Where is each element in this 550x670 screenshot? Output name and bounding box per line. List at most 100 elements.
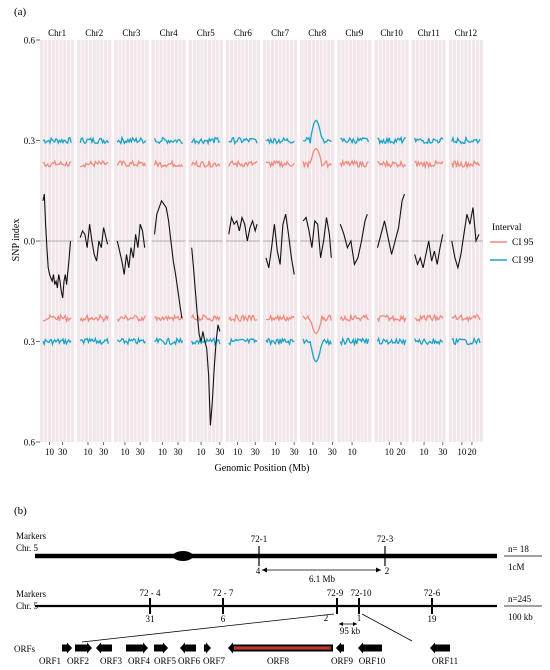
track1-markers-label: Markers <box>16 531 46 541</box>
x-tick-label: 20 <box>396 447 406 457</box>
panel-a-label: (a) <box>14 6 27 18</box>
facet-strip-label: Chr5 <box>197 28 216 38</box>
facet-strip-label: Chr12 <box>455 28 478 38</box>
x-tick-label: 30 <box>251 447 261 457</box>
x-tick-label: 10 <box>348 447 358 457</box>
threshold-ci99-lower <box>339 336 370 347</box>
facet-strip-label: Chr9 <box>345 28 364 38</box>
orf-track: ORFs ORF1 ORF2 ORF3 ORF4 ORF5 ORF6 ORF7 ORF8 ORF… <box>14 642 458 666</box>
legend-title: Interval <box>492 223 522 233</box>
y-tick-label: 0.3 <box>24 337 36 347</box>
orf6-label: ORF6 <box>178 656 201 666</box>
facet-strip-label: Chr10 <box>380 28 403 38</box>
x-tick-label: 20 <box>467 447 477 457</box>
facet-strip-label: Chr6 <box>234 28 253 38</box>
threshold-ci95-upper <box>414 159 444 170</box>
y-axis-title: SNP index <box>11 219 22 262</box>
zoom-line-right <box>361 613 413 642</box>
facet-chr11: Chr11 10 30 <box>411 28 448 457</box>
orf10-arrow <box>358 642 382 654</box>
threshold-ci95-upper <box>302 147 332 170</box>
facet-chr4: Chr4 10 30 <box>151 28 186 457</box>
x-tick-label: 30 <box>99 447 109 457</box>
delta-snp-line <box>302 216 332 258</box>
x-tick-label: 30 <box>290 447 300 457</box>
facet-chr3: Chr3 10 30 <box>114 28 149 457</box>
x-tick-label: 30 <box>215 447 225 457</box>
x-tick-label: 10 <box>457 447 467 457</box>
threshold-ci99-upper <box>79 136 109 145</box>
interval-arrowheads-2 <box>339 622 357 626</box>
facet-chr7: Chr7 10 30 <box>263 28 299 457</box>
threshold-ci95-lower <box>116 314 147 322</box>
x-tick-label: 30 <box>136 447 146 457</box>
track2-n: n=245 <box>508 594 532 604</box>
orf-labels: ORF1 ORF2 ORF3 ORF4 ORF5 ORF6 ORF7 ORF8 ORF9 ORF1… <box>39 656 458 666</box>
threshold-ci99-upper <box>191 136 221 146</box>
threshold-ci99-upper <box>116 135 147 146</box>
threshold-ci95-upper <box>451 159 481 170</box>
threshold-ci95-lower <box>79 313 109 323</box>
facet-strip-label: Chr1 <box>48 28 66 38</box>
facet-chr8: Chr8 10 30 <box>300 28 337 457</box>
x-tick-label: 10 <box>271 447 281 457</box>
interval-label-2: 95 kb <box>340 626 361 636</box>
threshold-ci95-lower <box>302 314 332 335</box>
delta-snp-line <box>228 215 258 242</box>
orf11-label: ORF11 <box>432 656 458 666</box>
x-tick-label: 30 <box>58 447 68 457</box>
y-tick-label: 0.6 <box>24 438 36 448</box>
marker-72-1-count: 4 <box>256 566 261 576</box>
delta-snp-line <box>79 224 109 262</box>
track2-chr-label: Chr. 5 <box>16 601 39 611</box>
threshold-ci99-lower <box>79 336 109 346</box>
orf-arrows <box>62 642 450 654</box>
marker-72-9-count: 2 <box>324 613 329 623</box>
orf10-label: ORF10 <box>359 656 386 666</box>
x-tick-label: 10 <box>197 447 207 457</box>
marker-72-6-label: 72-6 <box>424 588 441 598</box>
map-track-2: Markers Chr. 5 72 - 4 72 - 7 72-9 72-10 … <box>16 588 542 643</box>
facet-chr1: Chr1 10 30 <box>40 28 75 457</box>
facet-chr10: Chr10 10 20 <box>374 28 409 457</box>
orf8-highlight <box>234 646 331 650</box>
threshold-ci95-lower <box>265 313 295 323</box>
legend-label-ci99: CI 99 <box>512 256 534 266</box>
x-tick-label: 10 <box>420 447 430 457</box>
threshold-ci95-lower <box>339 313 369 322</box>
threshold-ci99-lower <box>451 336 481 346</box>
orf3-label: ORF3 <box>100 656 123 666</box>
threshold-ci99-upper <box>451 135 481 145</box>
delta-snp-line <box>451 207 480 270</box>
delta-snp-line <box>116 224 146 275</box>
marker-72-4-label: 72 - 4 <box>140 588 161 598</box>
threshold-ci95-upper <box>191 159 221 168</box>
threshold-ci95-lower <box>451 313 481 323</box>
marker-72-7-label: 72 - 7 <box>213 588 234 598</box>
orf5-label: ORF5 <box>154 656 177 666</box>
orf9-label: ORF9 <box>331 656 354 666</box>
y-tick-label: 0.0 <box>24 237 36 247</box>
threshold-ci95-lower <box>191 313 221 323</box>
track1-n: n= 18 <box>508 544 529 554</box>
facet-chr9: Chr9 10 <box>337 28 372 457</box>
orf5-arrow <box>154 642 168 654</box>
threshold-ci99-upper <box>153 136 183 145</box>
threshold-ci95-upper <box>228 159 258 169</box>
marker-72-3-label: 72-3 <box>377 534 394 544</box>
centromere <box>173 551 193 561</box>
delta-snp-line <box>339 214 368 267</box>
marker-72-1-label: 72-1 <box>251 534 268 544</box>
orf7-label: ORF7 <box>203 656 226 666</box>
threshold-ci95-upper <box>265 159 295 169</box>
marker-72-9-label: 72-9 <box>327 588 344 598</box>
track2-markers-label: Markers <box>16 589 46 599</box>
threshold-ci99-lower <box>228 337 258 346</box>
threshold-ci99-lower <box>376 336 407 347</box>
threshold-ci99-upper <box>414 136 444 145</box>
y-tick-label: 0.6 <box>24 36 36 46</box>
facet-strip-label: Chr7 <box>271 28 290 38</box>
facet-strip-label: Chr8 <box>308 28 327 38</box>
threshold-ci99-lower <box>116 336 146 346</box>
orf4-label: ORF4 <box>128 656 151 666</box>
